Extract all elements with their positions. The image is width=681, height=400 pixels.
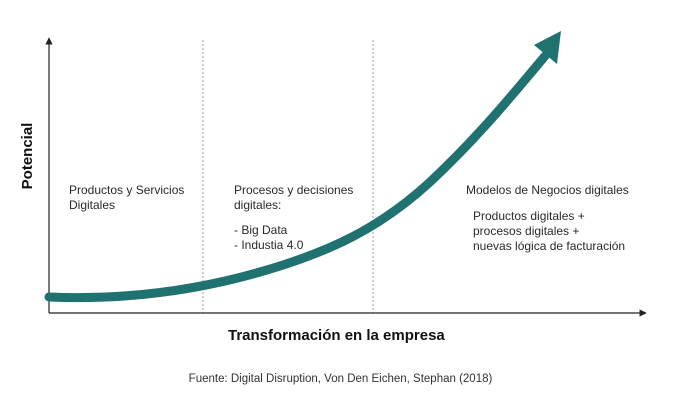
stage-2-title-line-1: Procesos y decisiones bbox=[234, 183, 354, 197]
stage-3-title-line-1: Modelos de Negocios digitales bbox=[466, 183, 629, 197]
y-axis-label: Potencial bbox=[19, 122, 36, 190]
stage-3-detail-line-1: Productos digitales + bbox=[473, 209, 585, 223]
stage-3-detail-line-2: procesos digitales + bbox=[473, 224, 580, 238]
curve-arrowhead bbox=[534, 31, 561, 64]
x-axis-label: Transformación en la empresa bbox=[228, 327, 445, 344]
source-caption: Fuente: Digital Disruption, Von Den Eich… bbox=[188, 373, 493, 385]
stage-2-detail-line-1: - Big Data bbox=[234, 223, 288, 237]
stage-1-title-line-1: Productos y Servicios bbox=[69, 183, 185, 197]
stage-3: Modelos de Negocios digitales Productos … bbox=[466, 183, 629, 254]
stage-3-detail-line-3: nuevas lógica de facturación bbox=[473, 239, 626, 253]
stage-1-title-line-2: Digitales bbox=[69, 198, 116, 212]
stage-1: Productos y Servicios Digitales bbox=[69, 183, 184, 213]
stage-2-detail-line-2: - Industia 4.0 bbox=[234, 238, 304, 252]
growth-curve bbox=[44, 51, 550, 303]
stage-2-title-line-2: digitales: bbox=[234, 198, 282, 212]
stage-2: Procesos y decisiones digitales: - Big D… bbox=[234, 183, 353, 253]
